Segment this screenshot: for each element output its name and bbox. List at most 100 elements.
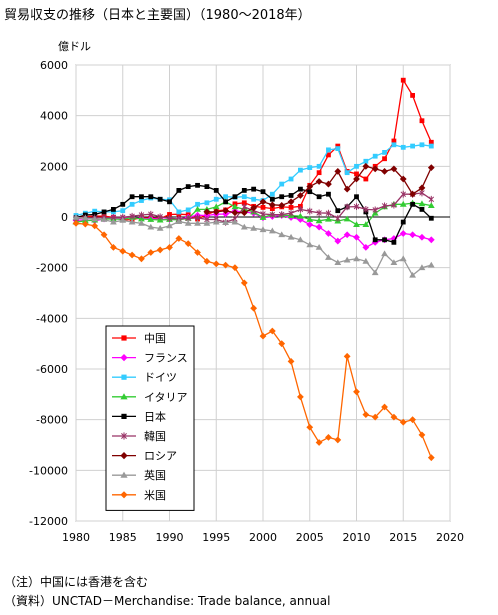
data-point bbox=[306, 183, 314, 190]
data-point bbox=[409, 231, 416, 239]
data-point bbox=[409, 416, 416, 424]
data-point bbox=[315, 178, 323, 185]
series-group bbox=[72, 77, 435, 462]
data-point bbox=[427, 202, 435, 208]
data-point bbox=[278, 340, 286, 348]
data-point bbox=[315, 439, 323, 446]
data-point bbox=[72, 214, 80, 220]
data-point bbox=[194, 249, 201, 256]
data-point bbox=[231, 203, 239, 210]
data-point bbox=[363, 158, 369, 164]
data-point bbox=[409, 190, 416, 198]
data-point bbox=[128, 251, 136, 259]
data-point bbox=[418, 264, 426, 271]
data-point bbox=[390, 259, 398, 265]
y-tick-label: -12000 bbox=[29, 515, 68, 528]
data-point bbox=[288, 204, 294, 210]
data-point bbox=[335, 214, 341, 222]
data-point bbox=[194, 206, 201, 212]
data-point bbox=[287, 233, 295, 240]
data-point bbox=[184, 219, 192, 226]
data-point bbox=[419, 142, 425, 148]
data-point bbox=[316, 163, 322, 169]
data-point bbox=[92, 208, 98, 214]
data-point bbox=[147, 249, 155, 256]
data-point bbox=[409, 271, 416, 278]
x-tick-label: 1995 bbox=[202, 531, 230, 544]
data-point bbox=[334, 259, 342, 265]
data-point bbox=[129, 201, 135, 207]
y-tick-label: -4000 bbox=[36, 312, 68, 325]
x-tick-label: 1980 bbox=[62, 531, 90, 544]
data-point bbox=[354, 163, 359, 169]
data-point bbox=[288, 209, 294, 217]
data-point bbox=[419, 118, 425, 124]
x-tick-label: 1985 bbox=[109, 531, 137, 544]
data-point bbox=[269, 196, 275, 202]
data-point bbox=[260, 189, 266, 195]
data-point bbox=[138, 219, 145, 226]
data-point bbox=[371, 165, 379, 173]
data-point bbox=[372, 153, 378, 159]
data-point bbox=[240, 209, 248, 217]
data-point bbox=[410, 143, 415, 149]
data-point bbox=[287, 358, 295, 365]
data-point bbox=[418, 200, 426, 207]
legend-label: 英国 bbox=[144, 468, 166, 482]
data-point bbox=[138, 215, 145, 222]
data-point bbox=[391, 138, 397, 144]
data-point bbox=[427, 164, 435, 171]
legend-label: ロシア bbox=[144, 450, 177, 463]
data-point bbox=[363, 176, 369, 182]
data-point bbox=[326, 191, 331, 197]
legend-label: ドイツ bbox=[144, 371, 177, 384]
data-point bbox=[213, 188, 219, 193]
data-point bbox=[418, 184, 426, 192]
y-tick-label: -6000 bbox=[36, 363, 68, 376]
data-point bbox=[381, 250, 388, 257]
data-point bbox=[399, 200, 407, 207]
data-point bbox=[427, 454, 435, 462]
data-point bbox=[251, 196, 257, 202]
data-point bbox=[381, 202, 388, 210]
data-point bbox=[306, 216, 314, 222]
data-point bbox=[120, 201, 126, 207]
y-tick-label: 6000 bbox=[40, 59, 68, 72]
series-4 bbox=[73, 182, 434, 245]
data-point bbox=[120, 471, 128, 478]
data-point bbox=[212, 260, 220, 268]
data-point bbox=[325, 230, 332, 237]
chart-note: （注）中国には香港を含む bbox=[4, 575, 149, 589]
data-point bbox=[203, 212, 211, 219]
data-point bbox=[212, 218, 220, 225]
data-point bbox=[316, 170, 322, 176]
data-point bbox=[315, 223, 323, 231]
x-tick-label: 2010 bbox=[343, 531, 371, 544]
legend-item: フランス bbox=[112, 352, 188, 365]
legend-item: 米国 bbox=[112, 489, 166, 502]
data-point bbox=[128, 218, 136, 225]
data-point bbox=[362, 162, 370, 170]
legend-label: イタリア bbox=[144, 391, 188, 404]
data-point bbox=[344, 203, 350, 211]
data-point bbox=[259, 198, 267, 206]
data-point bbox=[372, 206, 378, 214]
y-tick-label: -2000 bbox=[36, 262, 68, 275]
legend-item: 韓国 bbox=[112, 430, 166, 443]
data-point bbox=[298, 186, 303, 192]
data-point bbox=[400, 144, 406, 150]
legend-label: 米国 bbox=[144, 489, 166, 502]
data-point bbox=[147, 216, 155, 222]
data-point bbox=[231, 264, 239, 272]
data-point bbox=[334, 168, 342, 175]
data-point bbox=[325, 209, 332, 217]
data-point bbox=[260, 204, 266, 210]
data-point bbox=[167, 212, 172, 217]
data-point bbox=[129, 194, 135, 200]
data-point bbox=[203, 219, 211, 226]
data-point bbox=[241, 194, 247, 200]
data-point bbox=[241, 200, 247, 206]
data-point bbox=[382, 150, 387, 155]
data-point bbox=[269, 191, 275, 197]
